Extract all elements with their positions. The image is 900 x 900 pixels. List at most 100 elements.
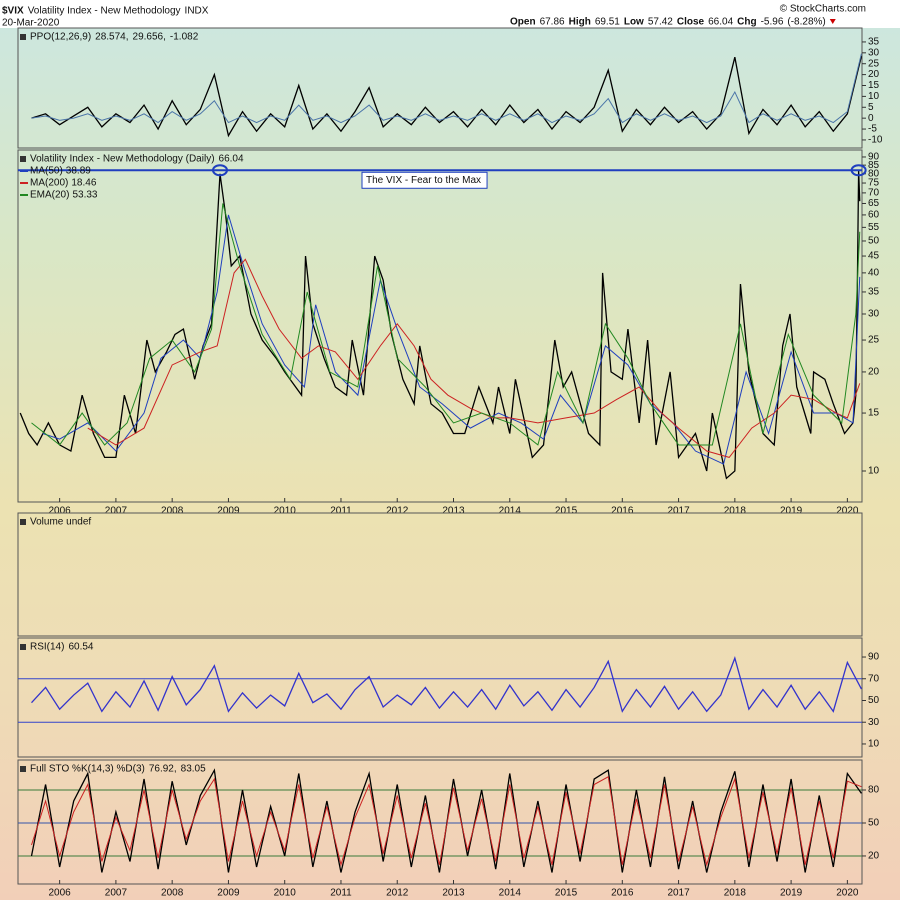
highlight-circle [850,164,867,177]
y-tick-label: 10 [868,466,880,477]
x-tick-label: 2011 [330,506,352,517]
panel-icon [20,519,26,525]
x-tick-label: 2010 [274,506,297,517]
x-tick-label: 2008 [161,506,184,517]
x-tick-label: 2017 [667,506,690,517]
y-tick-label: 50 [868,695,880,706]
legend-name: MA(200) [30,178,68,189]
legend-value: 28.574, [95,32,128,43]
y-tick-label: 30 [868,717,880,728]
legend-name: EMA(20) [30,190,69,201]
y-tick-label: 60 [868,210,880,221]
panel-frame [17,637,863,758]
quote-label: Chg [737,17,756,28]
x-tick-label: 2014 [499,888,522,899]
x-tick-label: 2009 [217,506,240,517]
legend-value: 38.89 [66,166,91,177]
panel-icon [20,34,26,40]
y-tick-label: 50 [868,818,880,829]
quote-value: 67.86 [540,17,565,28]
y-tick-label: 20 [868,367,880,378]
down-arrow [829,19,836,24]
x-tick-label: 2009 [217,888,240,899]
x-tick-label: 2019 [780,506,803,517]
series-line [31,53,862,124]
legend-value: 18.46 [71,178,96,189]
y-tick-label: 0 [868,113,874,124]
quote-value: 69.51 [595,17,620,28]
quote-value: -5.96 [761,17,784,28]
quote-label: Close [677,17,705,28]
series-line [42,214,861,465]
panel-icon [20,644,26,650]
y-tick-label: 35 [868,37,880,48]
x-tick-label: 2015 [555,888,578,899]
series-line [31,776,862,867]
panel-title: PPO(12,26,9) [30,32,91,43]
last-value: 66.04 [219,154,244,165]
panel-title: Volume undef [30,517,91,528]
y-tick-label: 40 [868,268,880,279]
security-name: Volatility Index - New Methodology [28,6,181,17]
y-tick-label: 75 [868,178,880,189]
series-line [87,258,861,458]
x-tick-label: 2018 [724,506,747,517]
panel-title: Volatility Index - New Methodology (Dail… [30,154,215,165]
x-tick-label: 2010 [274,888,297,899]
exchange: INDX [185,6,209,17]
y-tick-label: 35 [868,287,880,298]
x-tick-label: 2011 [330,888,352,899]
y-tick-label: 10 [868,91,880,102]
quote-value: 66.04 [708,17,733,28]
panel-icon [20,766,26,772]
y-tick-label: 80 [868,168,880,179]
y-tick-label: 5 [868,102,874,113]
x-tick-label: 2013 [442,506,465,517]
annotation-box [361,171,488,189]
legend-value: 53.33 [72,190,97,201]
series-line [31,656,863,713]
legend-value: 83.05 [181,764,206,775]
y-tick-label: 85 [868,160,880,171]
symbol: $VIX [2,6,24,17]
y-tick-label: 15 [868,80,880,91]
panel-frame [17,512,863,637]
y-tick-label: 70 [868,673,880,684]
x-tick-label: 2020 [836,506,859,517]
x-tick-label: 2007 [105,506,128,517]
panel-frame [17,149,863,503]
quote-label: High [569,17,591,28]
quote-label: Open [510,17,536,28]
change-percent: (-8.28%) [787,17,825,28]
panel-icon [20,156,26,162]
x-tick-label: 2016 [611,506,634,517]
y-tick-label: 25 [868,58,880,69]
quote-label: Low [624,17,644,28]
x-tick-label: 2008 [161,888,184,899]
y-tick-label: -5 [868,124,877,135]
y-tick-label: 70 [868,188,880,199]
x-tick-label: 2012 [386,888,409,899]
x-tick-label: 2006 [49,888,72,899]
y-tick-label: 45 [868,251,880,262]
y-tick-label: 20 [868,851,880,862]
x-tick-label: 2017 [667,888,690,899]
panel-title: Full STO %K(14,3) %D(3) [30,764,145,775]
y-tick-label: -10 [868,135,883,146]
y-tick-label: 15 [868,408,880,419]
x-tick-label: 2015 [555,506,578,517]
quote-value: 57.42 [648,17,673,28]
series-line [31,203,861,446]
y-tick-label: 50 [868,236,880,247]
date: 20-Mar-2020 [2,18,60,29]
panel-frame [17,27,863,149]
series-line [31,55,863,138]
x-tick-label: 2020 [836,888,859,899]
y-tick-label: 20 [868,69,880,80]
y-tick-label: 65 [868,198,880,209]
y-tick-label: 90 [868,652,880,663]
panel-title: RSI(14) [30,642,64,653]
legend-value: 29.656, [133,32,166,43]
y-tick-label: 30 [868,47,880,58]
